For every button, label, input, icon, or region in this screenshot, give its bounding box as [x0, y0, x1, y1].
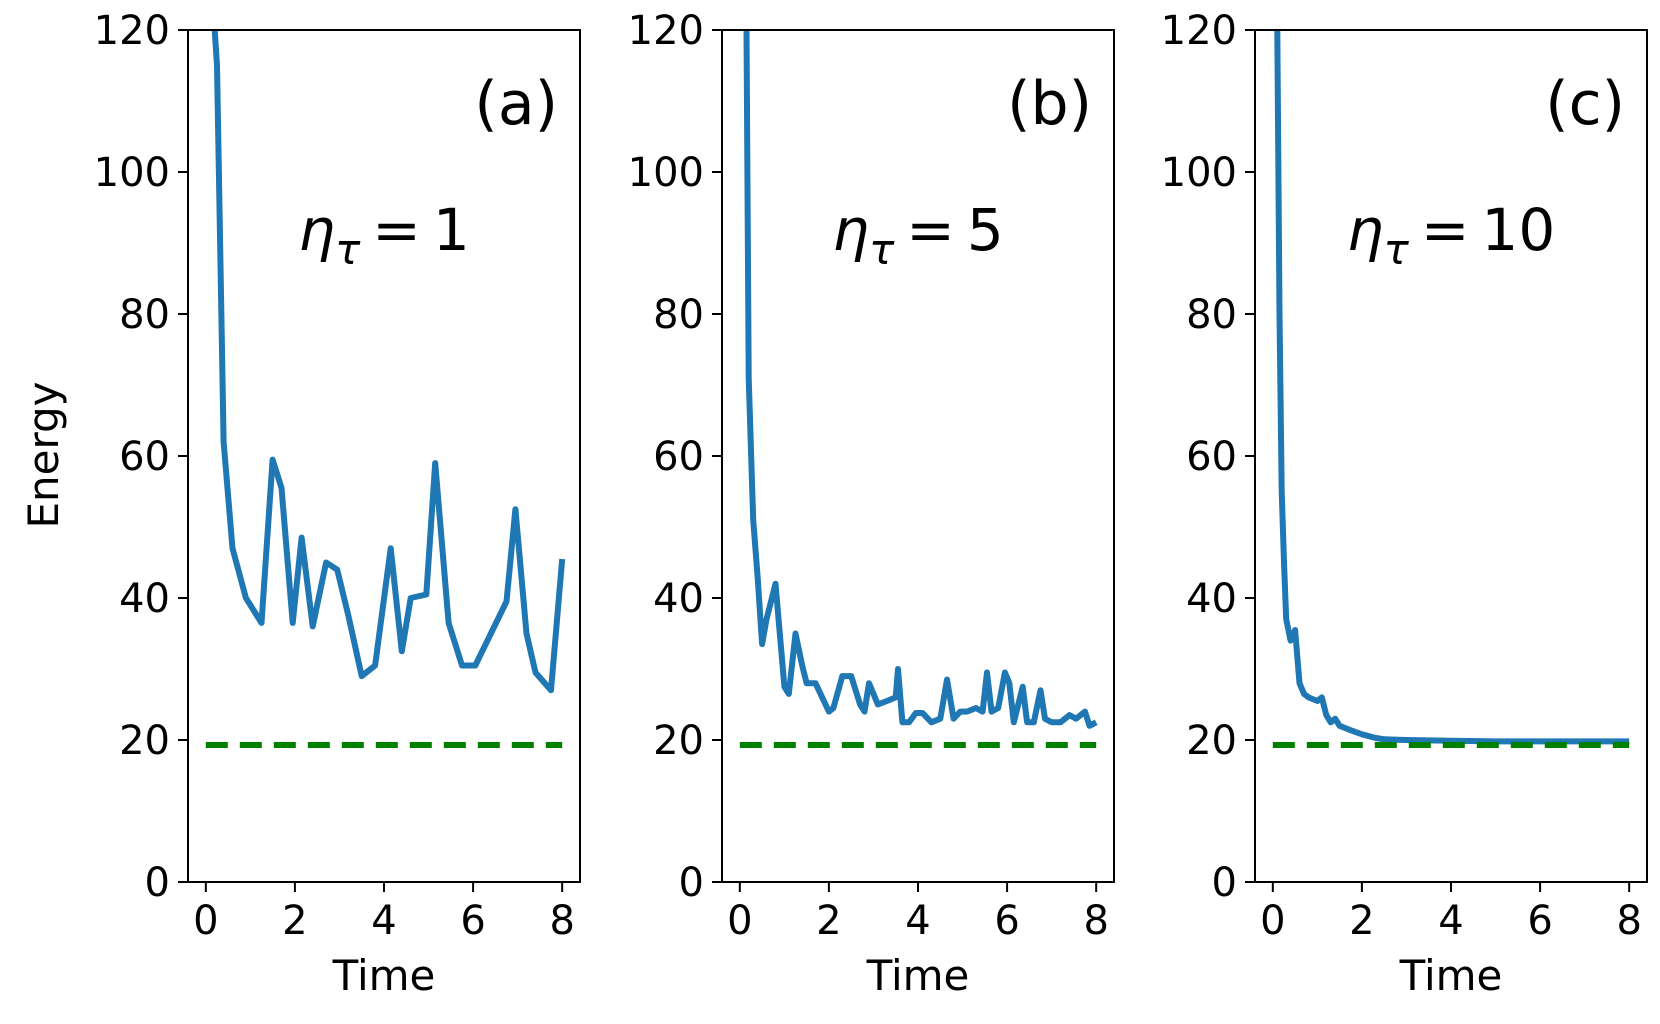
- y-tick-label: 80: [653, 292, 704, 338]
- x-tick-label: 4: [1438, 898, 1463, 944]
- panel-label: (a): [474, 69, 558, 139]
- y-tick-label: 20: [119, 718, 170, 764]
- panel-label: (c): [1545, 69, 1625, 139]
- series-energy-line: [1274, 30, 1630, 745]
- tau-subscript: τ: [869, 225, 895, 274]
- y-tick-label: 120: [628, 8, 704, 54]
- x-tick-label: 6: [460, 898, 485, 944]
- y-tick-label: 100: [1161, 150, 1237, 196]
- y-tick-label: 40: [119, 576, 170, 622]
- x-tick-label: 2: [1349, 898, 1374, 944]
- equals-sign: =: [1421, 196, 1470, 264]
- y-tick-label: 60: [119, 434, 170, 480]
- y-tick-label: 100: [628, 150, 704, 196]
- y-tick-label: 20: [653, 718, 704, 764]
- plot-frame: [721, 29, 1115, 883]
- x-tick-label: 2: [816, 898, 841, 944]
- y-tick-label: 0: [145, 860, 170, 906]
- y-tick-label: 40: [1186, 576, 1237, 622]
- x-tick-label: 4: [905, 898, 930, 944]
- x-tick-label: 6: [994, 898, 1019, 944]
- series-energy-line: [211, 30, 566, 694]
- x-tick-label: 8: [1083, 898, 1108, 944]
- y-tick-label: 0: [679, 860, 704, 906]
- x-tick-label: 6: [1527, 898, 1552, 944]
- y-tick-label: 120: [1161, 8, 1237, 54]
- y-tick-label: 60: [653, 434, 704, 480]
- equals-sign: =: [906, 196, 955, 264]
- x-tick-label: 0: [727, 898, 752, 944]
- y-tick-label: 80: [119, 292, 170, 338]
- y-axis-label: Energy: [19, 381, 68, 528]
- eta-value: 10: [1481, 196, 1555, 264]
- y-tick-label: 0: [1212, 860, 1237, 906]
- x-tick-label: 4: [371, 898, 396, 944]
- y-tick-label: 40: [653, 576, 704, 622]
- y-tick-label: 120: [94, 8, 170, 54]
- y-tick-label: 100: [94, 150, 170, 196]
- eta-symbol: η: [1347, 196, 1384, 264]
- equals-sign: =: [372, 196, 421, 264]
- eta-value: 1: [433, 196, 470, 264]
- tau-subscript: τ: [1384, 225, 1410, 274]
- plot-frame: [1254, 29, 1648, 883]
- x-tick-label: 0: [1260, 898, 1285, 944]
- x-axis-label: Time: [1399, 951, 1503, 1000]
- y-tick-label: 80: [1186, 292, 1237, 338]
- series-energy-line: [743, 30, 1098, 729]
- x-tick-label: 0: [193, 898, 218, 944]
- tau-subscript: τ: [335, 225, 361, 274]
- eta-symbol: η: [832, 196, 869, 264]
- x-axis-label: Time: [866, 951, 970, 1000]
- y-tick-label: 60: [1186, 434, 1237, 480]
- eta-tau-annotation: ητ = 10: [1347, 196, 1555, 274]
- plot-frame: [187, 29, 581, 883]
- x-axis-label: Time: [332, 951, 436, 1000]
- x-tick-label: 8: [549, 898, 574, 944]
- chart-panel-3: 0 20 40 60 80 100 120 0 2 4 6 8 Time (c) ητ = 10: [1161, 8, 1648, 1000]
- eta-value: 5: [967, 196, 1004, 264]
- panel-label: (b): [1007, 69, 1092, 139]
- y-tick-label: 20: [1186, 718, 1237, 764]
- eta-tau-annotation: ητ = 1: [298, 196, 470, 274]
- x-tick-label: 8: [1616, 898, 1641, 944]
- x-tick-label: 2: [282, 898, 307, 944]
- eta-tau-annotation: ητ = 5: [832, 196, 1004, 274]
- eta-symbol: η: [298, 196, 335, 264]
